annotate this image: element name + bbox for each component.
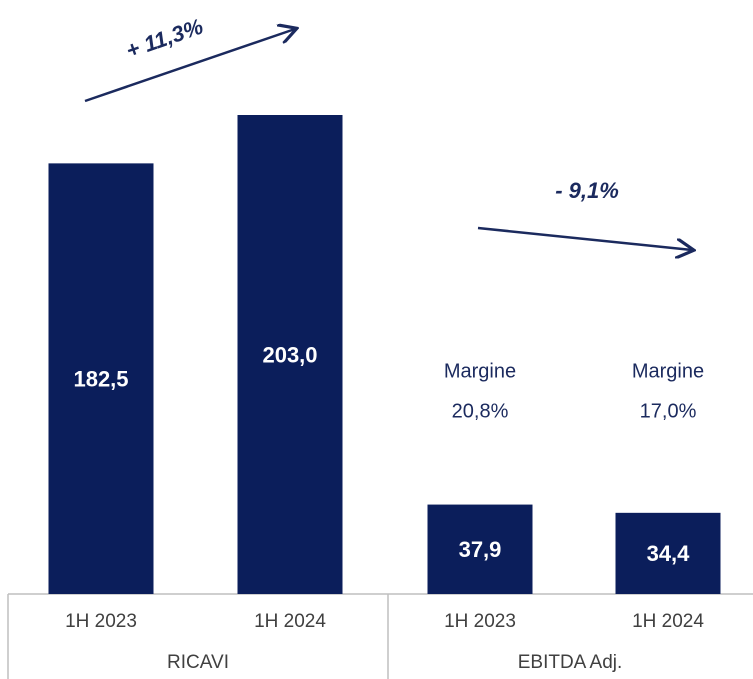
x-tick-label: 1H 2023 [444,611,516,632]
margin-label: 20,8% [452,400,509,422]
value-label: 203,0 [262,342,317,367]
annotation: + 11,3% [123,14,207,64]
x-tick-label: 1H 2024 [254,611,326,632]
x-tick-label: 1H 2023 [65,611,137,632]
value-label: 34,4 [647,541,691,566]
margin-label: 17,0% [640,400,697,422]
margin-label: Margine [444,360,516,382]
bar [427,504,533,594]
bar [48,163,154,594]
value-label: 37,9 [459,537,502,562]
bar [615,512,721,594]
x-tick-label: 1H 2024 [632,611,704,632]
value-label: 182,5 [73,366,128,391]
bar [237,115,343,594]
trend-arrow [84,29,295,103]
margin-label: Margine [632,360,704,382]
group-label: RICAVI [167,652,229,673]
trend-arrow [477,226,692,250]
group-label: EBITDA Adj. [518,652,623,673]
annotation: - 9,1% [555,178,619,203]
